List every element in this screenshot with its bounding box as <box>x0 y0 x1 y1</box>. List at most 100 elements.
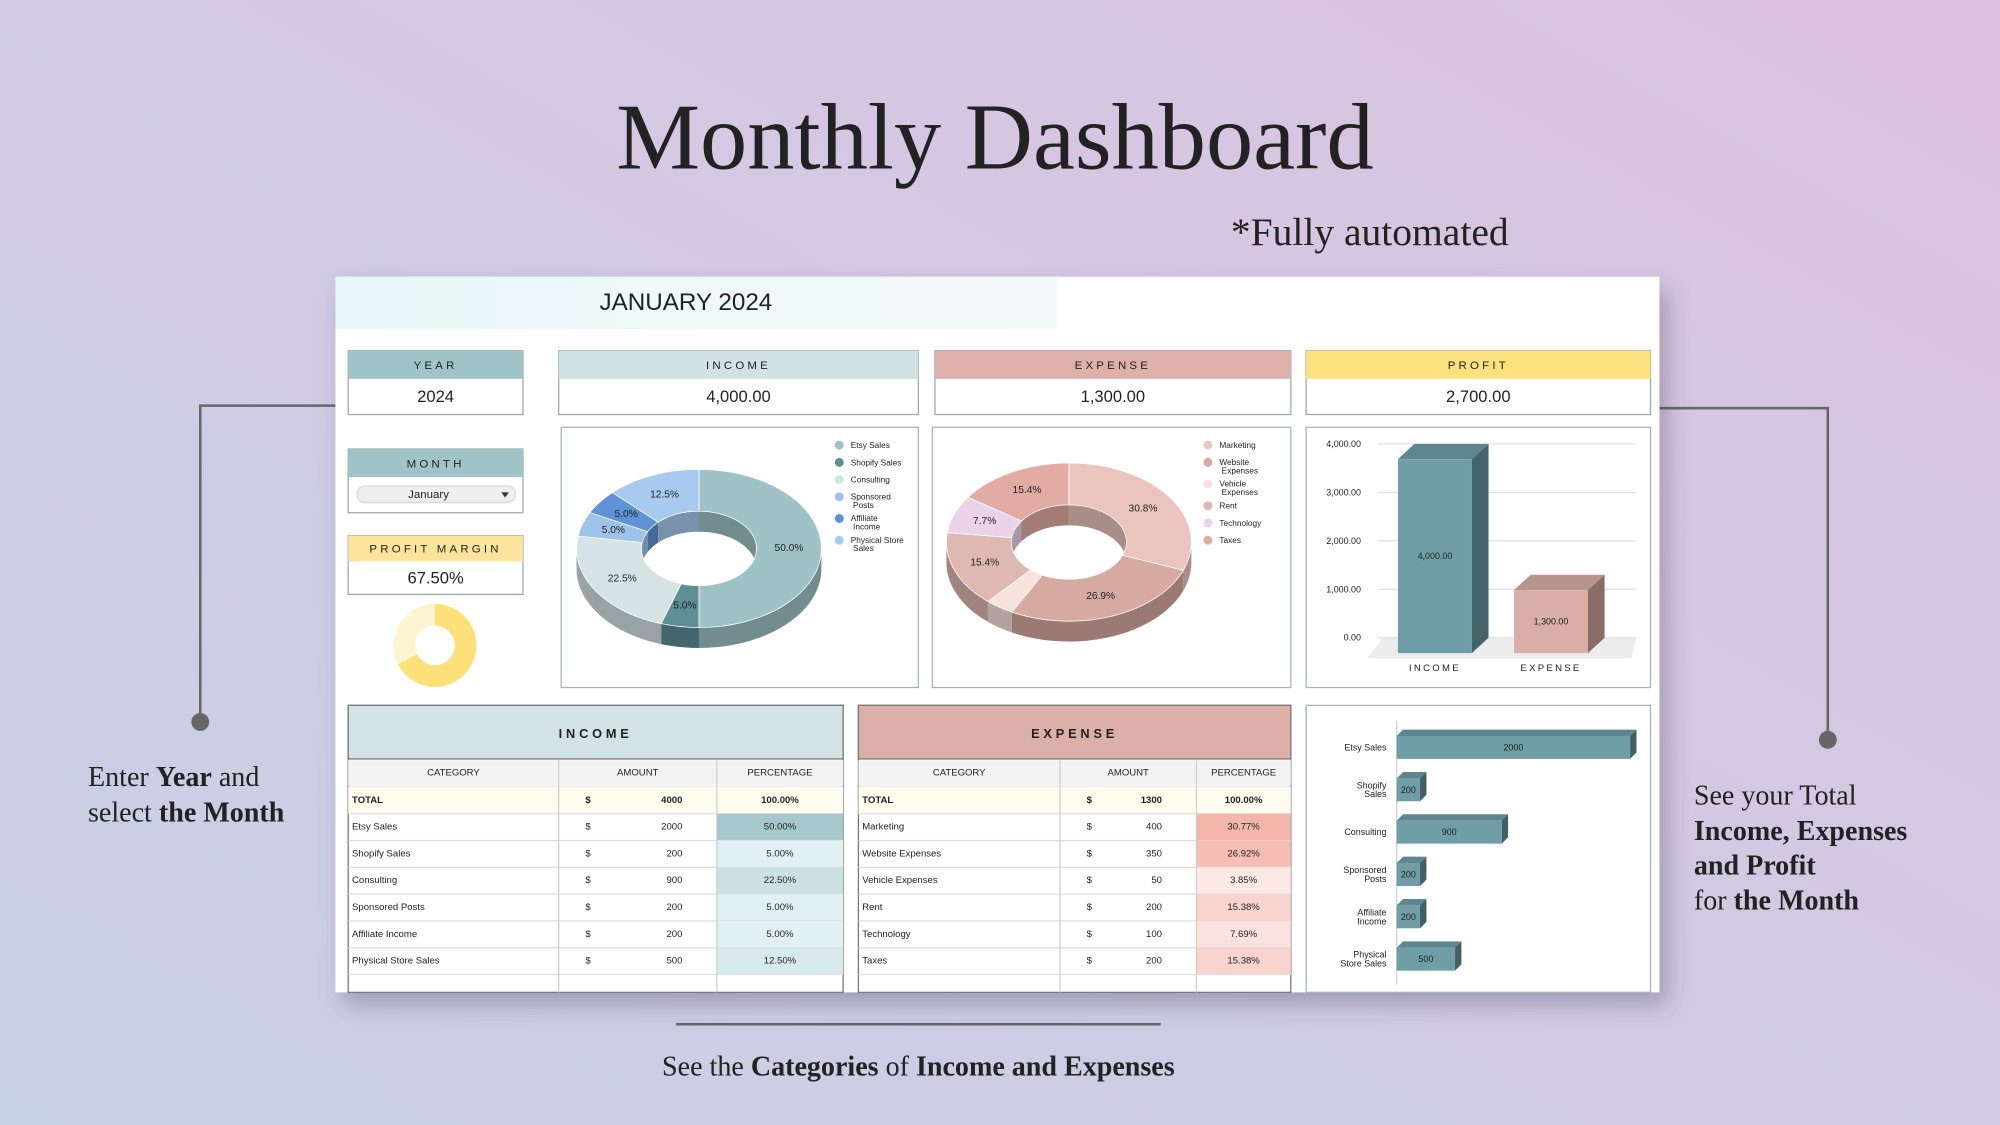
cell-currency: $ <box>1087 956 1093 967</box>
note-left: Enter Year and <box>88 761 259 792</box>
info-box-header <box>348 350 523 379</box>
cell-currency: $ <box>1087 902 1093 913</box>
month-value: January <box>408 489 449 501</box>
hbar-side <box>1420 771 1427 802</box>
text-line: Affiliate <box>851 513 878 523</box>
hbar-value-label: 500 <box>1418 954 1433 964</box>
cell-currency: $ <box>585 848 591 859</box>
slice-label: 7.7% <box>973 516 996 527</box>
y-tick-label: 2,000.00 <box>1326 536 1361 546</box>
percentage-cell <box>716 920 844 948</box>
cell-currency: $ <box>1087 875 1093 886</box>
donut-slice <box>576 535 682 625</box>
legend-swatch <box>834 440 844 450</box>
info-box-label: MONTH <box>407 458 465 470</box>
donut-inner-wall <box>1068 504 1127 563</box>
legend-swatch <box>834 492 844 502</box>
cell-amount: 200 <box>666 929 682 940</box>
cell-percentage: 15.38% <box>1227 956 1260 967</box>
legend-swatch <box>834 535 844 545</box>
cell-amount: 1300 <box>1141 795 1162 806</box>
connector-dot <box>191 713 210 731</box>
cell-category: Sponsored Posts <box>352 902 425 913</box>
legend-swatch <box>1203 479 1213 489</box>
hbar <box>1396 905 1421 929</box>
slice-label: 30.8% <box>1129 504 1158 515</box>
slice-label: 15.4% <box>1013 485 1042 496</box>
slice-label: 5.0% <box>602 525 625 536</box>
cell-category: Vehicle Expenses <box>862 875 938 886</box>
cell-currency: $ <box>585 956 591 967</box>
donut-outer-wall <box>661 623 699 648</box>
legend-label: Website Expenses <box>1219 457 1258 475</box>
info-box-label: PROFIT MARGIN <box>369 544 501 556</box>
info-box-value: 4,000.00 <box>706 387 771 406</box>
hbar-top <box>1396 771 1427 779</box>
bar-top <box>1397 443 1489 460</box>
cell-category: Taxes <box>862 956 887 967</box>
legend-swatch <box>834 514 844 523</box>
margin-arc <box>398 603 477 687</box>
hbar-top <box>1396 941 1462 948</box>
text-line: Store Sales <box>1338 959 1387 969</box>
text-line: Income <box>1355 916 1387 926</box>
text-line: Sales <box>851 543 874 553</box>
column-header: PERCENTAGE <box>1211 767 1276 778</box>
cell-percentage: 22.50% <box>764 875 797 886</box>
info-box-header <box>934 350 1291 379</box>
hbar <box>1396 735 1631 759</box>
month-dropdown[interactable] <box>356 485 516 504</box>
info-box-value: 2024 <box>417 387 454 406</box>
percentage-cell <box>716 867 844 895</box>
slice-label: 22.5% <box>608 573 637 584</box>
note-text: of <box>886 1051 910 1082</box>
cell-category: Technology <box>862 929 911 940</box>
bar-side <box>1471 443 1489 654</box>
donut-outer-wall <box>698 548 822 648</box>
text-line: Physical <box>1353 950 1386 960</box>
connector <box>198 404 336 722</box>
note-text: Year <box>156 761 212 792</box>
cell-amount: 2000 <box>661 822 682 833</box>
donut-inner-wall <box>698 511 757 569</box>
cell-category: Affiliate Income <box>352 929 417 940</box>
cell-currency: $ <box>1087 848 1093 859</box>
legend-label: Consulting <box>851 475 891 485</box>
info-box-header <box>348 448 523 478</box>
hbar-value-label: 900 <box>1442 827 1457 837</box>
table-title: INCOME <box>559 726 633 741</box>
percentage-cell <box>716 894 844 921</box>
text-line: Expenses <box>1219 465 1258 475</box>
text-line: Shopify <box>1357 780 1387 790</box>
column-header: PERCENTAGE <box>747 767 812 778</box>
slice-label: 12.5% <box>650 489 679 500</box>
dropdown-arrow <box>501 492 509 498</box>
donut-inner-wall <box>1021 504 1069 542</box>
legend-label: Vehicle Expenses <box>1219 479 1258 497</box>
donut-slice <box>967 462 1070 522</box>
donut-outer-wall <box>576 548 662 645</box>
cell-category: Shopify Sales <box>352 848 411 859</box>
dashboard-content: YEAR 2024 MONTH January PROFIT MARGIN 67.50% I… <box>347 350 1652 993</box>
cell-amount: 200 <box>1146 956 1162 967</box>
column-header: AMOUNT <box>617 767 659 778</box>
hbar-side <box>1455 941 1462 971</box>
bar-side <box>1588 574 1605 654</box>
hbar-top <box>1396 898 1427 906</box>
cell-currency: $ <box>1087 795 1093 806</box>
percentage-cell <box>1196 867 1291 895</box>
cell-category: TOTAL <box>352 795 383 806</box>
cell-currency: $ <box>1087 929 1093 940</box>
percentage-cell <box>716 947 844 975</box>
cell-amount: 500 <box>666 956 682 967</box>
legend-label: Shopify Sales <box>851 457 902 467</box>
text-line: Expenses <box>1219 487 1258 497</box>
y-tick-label: Sponsored Posts <box>1343 865 1387 884</box>
donut-slice <box>1068 462 1192 571</box>
percentage-cell <box>1196 840 1291 868</box>
y-tick-label: 0.00 <box>1344 633 1361 643</box>
hbar-value-label: 200 <box>1401 869 1416 879</box>
cell-amount: 4000 <box>661 795 682 806</box>
title: Monthly Dashboard <box>616 86 1374 190</box>
